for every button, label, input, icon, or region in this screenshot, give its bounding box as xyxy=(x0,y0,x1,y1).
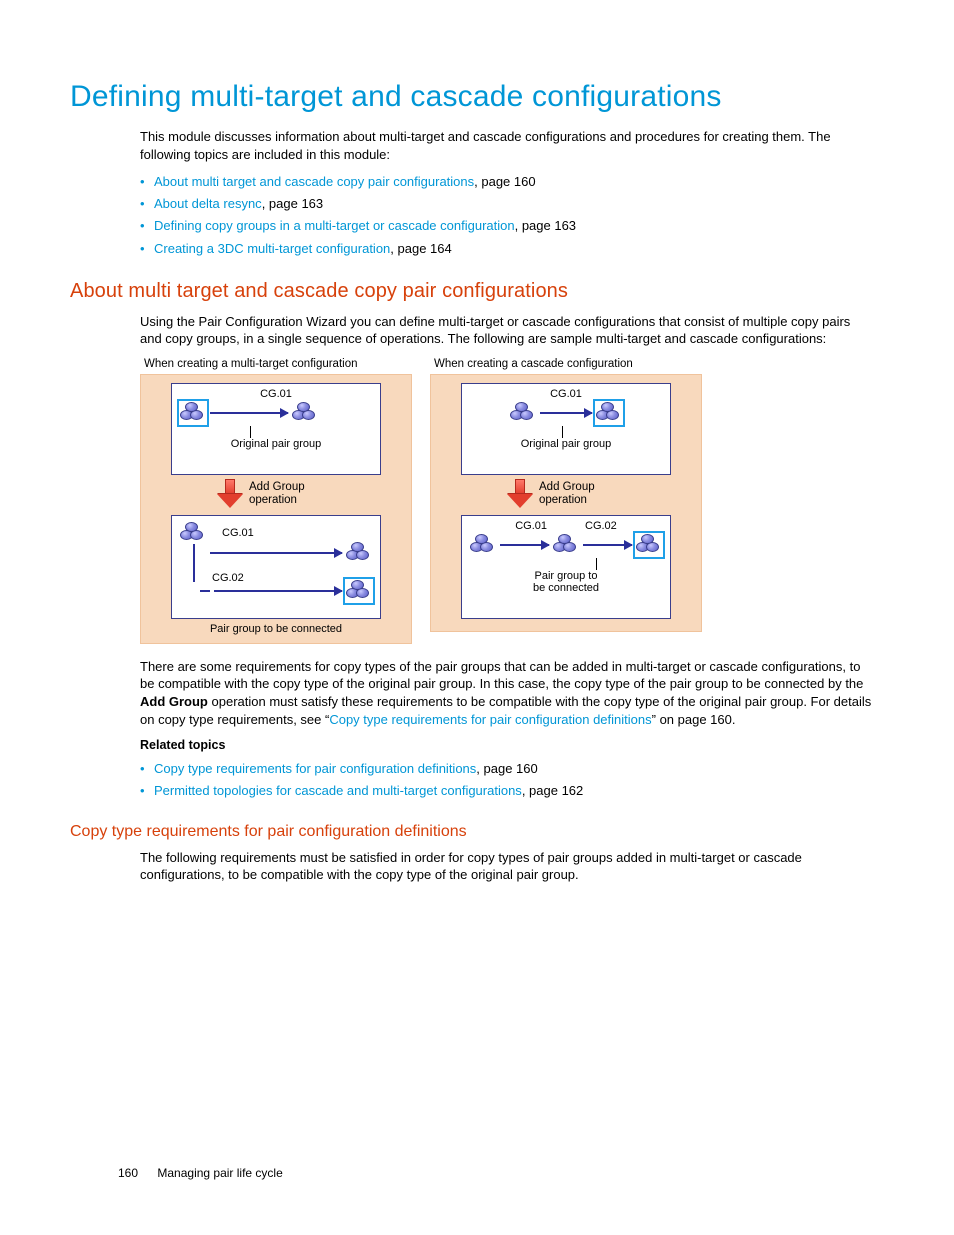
operation-label: Add Groupoperation xyxy=(249,481,305,507)
down-arrow-icon xyxy=(217,479,243,509)
copy-type-req-link[interactable]: Copy type requirements for pair configur… xyxy=(329,712,651,727)
page-number: 160 xyxy=(118,1166,138,1180)
requirements-paragraph: There are some requirements for copy typ… xyxy=(140,658,874,728)
cascade-column: When creating a cascade configuration CG… xyxy=(430,358,702,644)
cg-label: CG.01 xyxy=(222,527,262,539)
related-page-ref: , page 160 xyxy=(476,761,537,776)
toc-link[interactable]: Defining copy groups in a multi-target o… xyxy=(154,218,515,233)
cg-label: CG.01 xyxy=(515,520,547,532)
panel-multi-target-result: CG.01 CG.02 xyxy=(171,515,381,619)
section-heading-about: About multi target and cascade copy pair… xyxy=(70,280,884,303)
toc-page-ref: , page 163 xyxy=(262,196,323,211)
down-arrow-icon xyxy=(507,479,533,509)
copytype-paragraph: The following requirements must be satis… xyxy=(140,849,874,884)
add-group-operation: Add Groupoperation xyxy=(439,479,693,509)
disk-group-icon xyxy=(636,534,662,556)
cg-label: CG.01 xyxy=(462,384,670,400)
disk-group-icon xyxy=(180,402,206,424)
related-item: Copy type requirements for pair configur… xyxy=(140,760,874,778)
disk-group-icon xyxy=(596,402,622,424)
original-pair-label: Original pair group xyxy=(462,438,670,450)
toc-link[interactable]: About delta resync xyxy=(154,196,262,211)
page-title: Defining multi-target and cascade config… xyxy=(70,80,884,114)
cascade-box: CG.01 Original pair group xyxy=(430,374,702,632)
panel-original-pair: CG.01 Original pair group xyxy=(461,383,671,475)
toc-link[interactable]: Creating a 3DC multi-target configuratio… xyxy=(154,241,390,256)
disk-group-icon xyxy=(470,534,496,556)
toc-page-ref: , page 164 xyxy=(390,241,451,256)
toc-item: Creating a 3DC multi-target configuratio… xyxy=(140,240,874,258)
disk-group-icon xyxy=(180,522,206,544)
related-topics-heading: Related topics xyxy=(140,738,874,752)
related-topics-list: Copy type requirements for pair configur… xyxy=(140,760,874,800)
operation-label: Add Groupoperation xyxy=(539,481,595,507)
disk-group-icon xyxy=(292,402,318,424)
arrow-icon xyxy=(500,544,549,546)
cg-label: CG.01 xyxy=(172,384,380,400)
arrow-icon xyxy=(214,590,342,592)
multi-target-box: CG.01 Original pair group xyxy=(140,374,412,644)
multi-target-caption: When creating a multi-target configurati… xyxy=(144,358,412,370)
related-page-ref: , page 162 xyxy=(522,783,583,798)
toc-item: Defining copy groups in a multi-target o… xyxy=(140,217,874,235)
arrow-icon xyxy=(210,552,342,554)
page-footer: 160 Managing pair life cycle xyxy=(118,1166,283,1180)
pair-group-connected-label: Pair group to be connected xyxy=(149,623,403,635)
panel-original-pair: CG.01 Original pair group xyxy=(171,383,381,475)
intro-paragraph: This module discusses information about … xyxy=(140,128,874,163)
cg-label: CG.02 xyxy=(585,520,617,532)
related-link[interactable]: Permitted topologies for cascade and mul… xyxy=(154,783,522,798)
arrow-icon xyxy=(583,544,632,546)
multi-target-column: When creating a multi-target configurati… xyxy=(140,358,412,644)
pair-group-connected-label: Pair group tobe connected xyxy=(462,570,670,598)
disk-group-icon xyxy=(346,542,372,564)
related-item: Permitted topologies for cascade and mul… xyxy=(140,782,874,800)
arrow-icon xyxy=(210,412,288,414)
add-group-operation: Add Groupoperation xyxy=(149,479,403,509)
subsection-heading-copytype: Copy type requirements for pair configur… xyxy=(70,823,884,841)
toc-link[interactable]: About multi target and cascade copy pair… xyxy=(154,174,474,189)
panel-cascade-result: CG.01 CG.02 xyxy=(461,515,671,619)
toc-item: About multi target and cascade copy pair… xyxy=(140,173,874,191)
related-link[interactable]: Copy type requirements for pair configur… xyxy=(154,761,476,776)
disk-group-icon xyxy=(346,580,372,602)
config-diagram: When creating a multi-target configurati… xyxy=(140,358,874,644)
disk-group-icon xyxy=(553,534,579,556)
toc-item: About delta resync, page 163 xyxy=(140,195,874,213)
toc-page-ref: , page 163 xyxy=(515,218,576,233)
original-pair-label: Original pair group xyxy=(172,438,380,450)
footer-chapter: Managing pair life cycle xyxy=(157,1166,282,1180)
disk-group-icon xyxy=(510,402,536,424)
about-paragraph: Using the Pair Configuration Wizard you … xyxy=(140,313,874,348)
add-group-bold: Add Group xyxy=(140,694,208,709)
arrow-icon xyxy=(540,412,592,414)
toc-page-ref: , page 160 xyxy=(474,174,535,189)
toc-list: About multi target and cascade copy pair… xyxy=(140,173,874,258)
cascade-caption: When creating a cascade configuration xyxy=(434,358,702,370)
